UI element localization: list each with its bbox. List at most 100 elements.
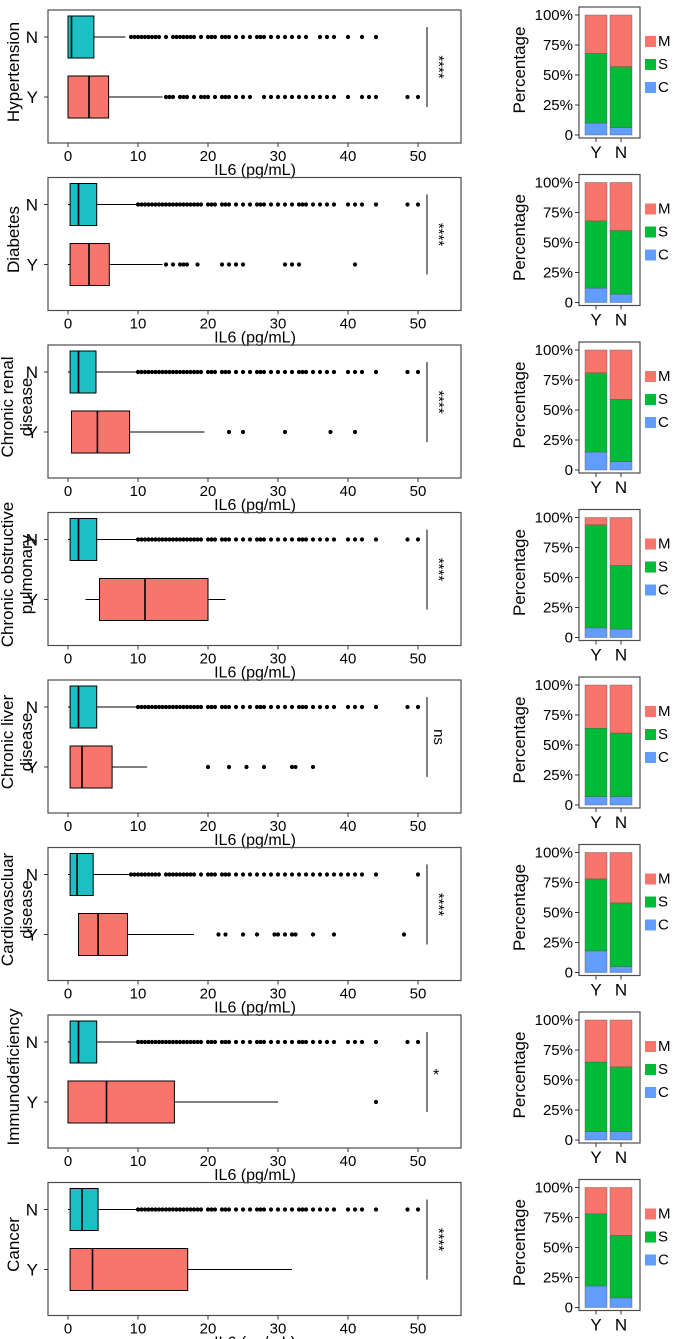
outlier-point bbox=[167, 94, 172, 100]
outlier-point bbox=[300, 704, 305, 710]
bar-chart-frame bbox=[578, 676, 641, 809]
legend-swatch-S bbox=[645, 561, 656, 573]
outlier-point bbox=[240, 369, 246, 375]
outlier-point bbox=[170, 872, 176, 877]
outlier-point bbox=[146, 872, 151, 877]
outlier-point bbox=[282, 872, 288, 877]
outlier-point bbox=[261, 872, 267, 877]
bar-chart-frame bbox=[578, 508, 641, 642]
legend-label: S bbox=[658, 391, 668, 408]
outlier-point bbox=[289, 34, 295, 40]
outlier-point bbox=[170, 262, 176, 267]
outlier-point bbox=[163, 94, 169, 100]
outlier-point bbox=[405, 202, 410, 207]
legend-swatch-C bbox=[645, 1254, 656, 1266]
outlier-point bbox=[184, 94, 190, 100]
outlier-point bbox=[366, 94, 372, 100]
outlier-point bbox=[205, 704, 211, 710]
outlier-point bbox=[324, 94, 330, 100]
outlier-point bbox=[258, 1039, 263, 1045]
bar-y-tick-label: 100% bbox=[535, 1012, 573, 1029]
bar-y-tick-label: 75% bbox=[543, 205, 573, 222]
box-N bbox=[68, 183, 421, 226]
x-axis-title: IL6 (pg/mL) bbox=[214, 832, 296, 849]
outlier-point bbox=[223, 704, 228, 710]
outlier-point bbox=[219, 1039, 225, 1045]
outlier-point bbox=[352, 537, 358, 542]
outlier-point bbox=[233, 872, 239, 877]
outlier-point bbox=[401, 932, 407, 937]
bar-segment-S bbox=[584, 524, 608, 629]
outlier-point bbox=[205, 1039, 211, 1045]
outlier-point bbox=[289, 764, 295, 770]
outlier-point bbox=[282, 429, 288, 435]
outlier-point bbox=[303, 1207, 309, 1212]
outlier-point bbox=[142, 34, 148, 40]
outlier-point bbox=[254, 369, 260, 375]
bar-segment-C bbox=[609, 628, 633, 638]
bar-segment-C bbox=[584, 627, 608, 638]
outlier-point bbox=[373, 94, 379, 100]
outlier-point bbox=[149, 1039, 155, 1045]
bar-segment-M bbox=[609, 182, 633, 231]
bar-y-tick-label: 50% bbox=[543, 570, 573, 587]
outlier-point bbox=[167, 202, 172, 207]
outlier-point bbox=[167, 872, 172, 877]
bar-y-tick-label: 100% bbox=[535, 1180, 573, 1197]
outlier-point bbox=[205, 537, 211, 542]
x-tick-label: 0 bbox=[64, 148, 72, 165]
x-tick-label: 20 bbox=[200, 1321, 217, 1338]
outlier-point bbox=[156, 34, 162, 40]
box-plot-frame bbox=[47, 9, 462, 144]
outlier-point bbox=[233, 704, 239, 710]
outlier-point bbox=[233, 537, 239, 542]
outlier-point bbox=[163, 537, 169, 542]
x-tick-label: 10 bbox=[130, 316, 147, 333]
outlier-point bbox=[293, 764, 298, 770]
bar-segment-M bbox=[584, 517, 608, 525]
legend-label: S bbox=[658, 559, 668, 576]
outlier-point bbox=[331, 1039, 337, 1045]
outlier-point bbox=[317, 94, 323, 100]
bar-y-tick-label: 100% bbox=[535, 845, 573, 862]
outlier-point bbox=[142, 1207, 148, 1212]
outlier-point bbox=[191, 872, 197, 877]
bar-x-label: Y bbox=[590, 981, 601, 1000]
x-tick-label: 50 bbox=[410, 1321, 427, 1338]
outlier-point bbox=[303, 94, 309, 100]
outlier-point bbox=[174, 704, 179, 710]
outlier-point bbox=[310, 369, 316, 375]
outlier-point bbox=[202, 94, 207, 100]
outlier-point bbox=[240, 202, 246, 207]
legend-label: M bbox=[658, 33, 671, 50]
outlier-point bbox=[223, 872, 228, 877]
significance-label: **** bbox=[430, 55, 447, 79]
outlier-point bbox=[149, 369, 155, 375]
outlier-point bbox=[415, 704, 421, 710]
outlier-point bbox=[139, 34, 144, 40]
outlier-point bbox=[405, 1039, 410, 1045]
outlier-point bbox=[188, 34, 193, 40]
outlier-point bbox=[296, 537, 302, 542]
bar-segment-M bbox=[584, 684, 608, 729]
x-tick-label: 40 bbox=[340, 1321, 357, 1338]
outlier-point bbox=[324, 704, 330, 710]
x-tick-label: 30 bbox=[270, 1321, 287, 1338]
legend-label: S bbox=[658, 56, 668, 73]
bar-segment-M bbox=[584, 14, 608, 54]
y-tick-label: N bbox=[26, 1033, 38, 1052]
bar-segment-M bbox=[609, 684, 633, 734]
x-tick-label: 10 bbox=[130, 818, 147, 835]
legend-swatch-S bbox=[645, 729, 656, 740]
y-tick-label: Y bbox=[27, 1261, 38, 1280]
bar-y-tick-label: 0 bbox=[565, 462, 573, 479]
outlier-point bbox=[254, 34, 260, 40]
outlier-point bbox=[139, 202, 144, 207]
legend-swatch-M bbox=[645, 1041, 656, 1052]
outlier-point bbox=[198, 94, 204, 100]
outlier-point bbox=[184, 537, 190, 542]
bar-y-tick-label: 0 bbox=[565, 295, 573, 312]
bar-y-axis-title: Percentage bbox=[510, 864, 529, 951]
outlier-point bbox=[233, 94, 239, 100]
